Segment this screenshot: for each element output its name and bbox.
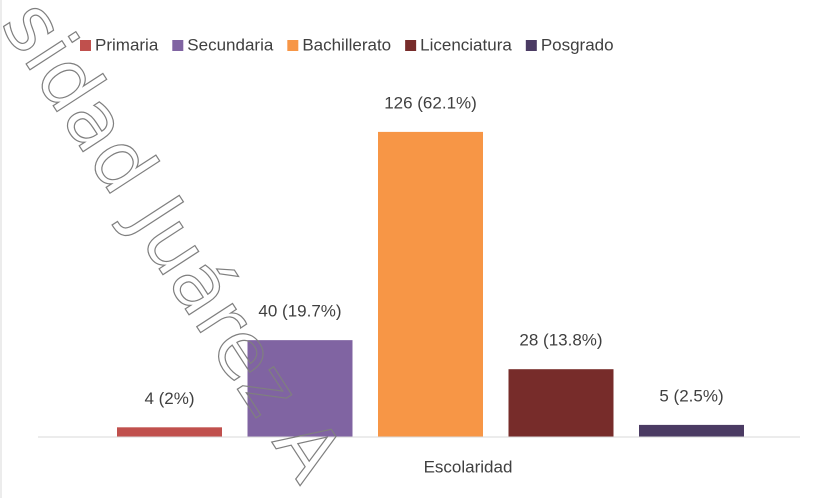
bar (247, 340, 353, 437)
data-label: 5 (2.5%) (659, 386, 723, 405)
legend-label: Licenciatura (420, 35, 512, 54)
watermark: sidad Juárez A (0, 0, 360, 497)
bar (117, 427, 222, 437)
x-axis-label: Escolaridad (424, 457, 513, 476)
legend-swatch (287, 40, 299, 51)
legend-swatch (405, 40, 417, 51)
bar (508, 369, 614, 437)
legend-label: Primaria (95, 35, 159, 54)
legend-swatch (525, 40, 537, 51)
legend-label: Secundaria (187, 35, 274, 54)
legend-label: Posgrado (541, 35, 614, 54)
data-label: 40 (19.7%) (258, 302, 341, 321)
bar (639, 424, 744, 437)
legend-swatch (80, 40, 91, 51)
legend-label: Bachillerato (302, 35, 391, 54)
data-label: 28 (13.8%) (519, 331, 602, 350)
data-label: 126 (62.1%) (384, 93, 477, 112)
bar (378, 131, 483, 437)
data-label: 4 (2%) (144, 389, 194, 408)
legend-swatch (172, 40, 184, 51)
